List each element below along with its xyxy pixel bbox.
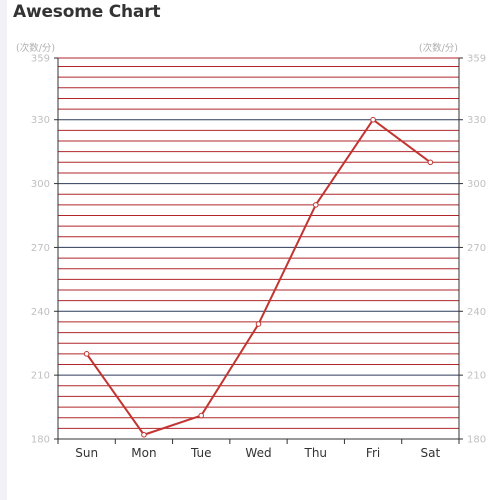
data-point[interactable] (312, 202, 319, 208)
x-tick-label: Tue (190, 446, 212, 460)
data-point[interactable] (83, 351, 90, 357)
axis-labels: 180 180 210 210 240 240 270 270 300 300 330 330 359 3… (16, 42, 486, 460)
data-point[interactable] (370, 116, 376, 123)
y-tick-label-left: 180 (31, 435, 50, 446)
y-tick-label-left: 270 (31, 243, 50, 254)
y-tick-label-right: 330 (467, 115, 486, 126)
x-tick-label: Fri (366, 446, 380, 460)
y-tick-label-left: 359 (31, 54, 50, 65)
data-point[interactable] (141, 431, 147, 438)
chart-title: Awesome Chart (13, 2, 161, 22)
x-tick-label: Sun (75, 446, 98, 460)
axes (54, 57, 463, 444)
y-tick-label-left: 240 (31, 307, 50, 318)
data-point[interactable] (255, 321, 262, 327)
y-tick-label-left: 210 (31, 371, 50, 382)
y-tick-label-right: 359 (467, 54, 486, 65)
series-line (85, 118, 431, 436)
y-tick-label-right: 300 (467, 179, 486, 190)
y-unit-right: (次数/分) (419, 42, 458, 54)
y-tick-label-right: 270 (467, 243, 486, 254)
y-tick-label-left: 300 (31, 179, 50, 190)
data-series (83, 116, 434, 438)
x-tick-label: Thu (304, 446, 328, 460)
y-tick-label-right: 180 (467, 435, 486, 446)
x-tick-label: Mon (131, 446, 156, 460)
y-unit-left: (次数/分) (16, 42, 55, 54)
x-tick-label: Wed (245, 446, 271, 460)
data-point[interactable] (198, 412, 205, 419)
data-point[interactable] (427, 159, 434, 166)
grid-lines (58, 57, 459, 440)
y-tick-label-left: 330 (31, 115, 50, 126)
x-tick-label: Sat (421, 446, 441, 460)
y-tick-label-right: 210 (467, 371, 486, 382)
y-tick-label-right: 240 (467, 307, 486, 318)
window-edge (0, 0, 7, 500)
